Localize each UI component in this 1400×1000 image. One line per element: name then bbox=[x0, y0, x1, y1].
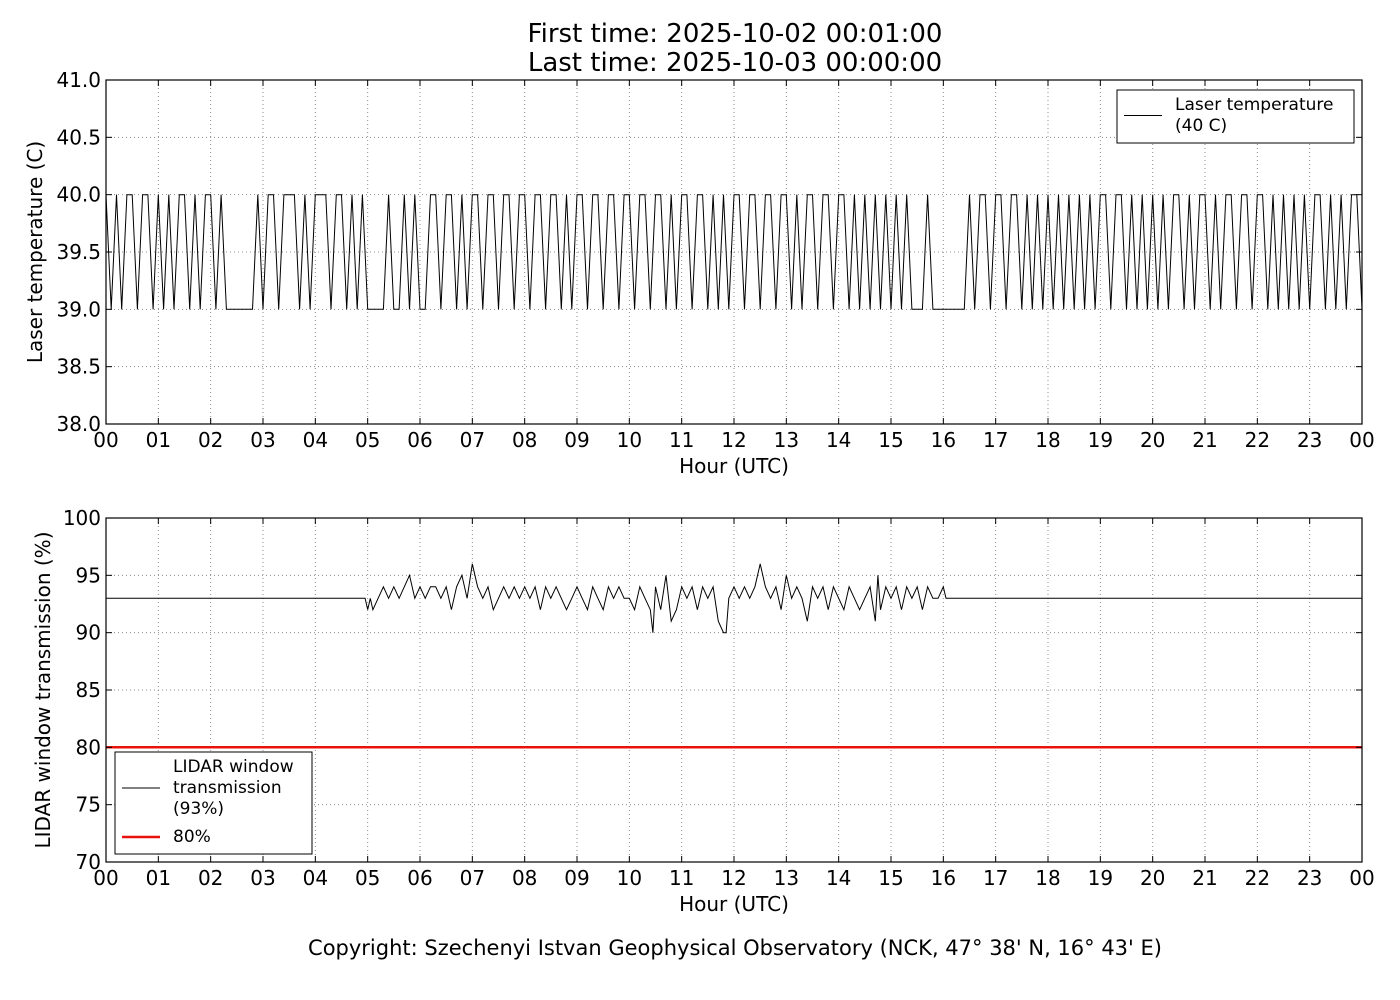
x-tick-label: 11 bbox=[669, 428, 694, 452]
y-tick-label: 80 bbox=[76, 735, 101, 759]
x-tick-label: 20 bbox=[1140, 428, 1165, 452]
y-tick-label: 38.0 bbox=[56, 412, 101, 436]
x-tick-label: 17 bbox=[983, 428, 1008, 452]
x-tick-label: 16 bbox=[931, 866, 956, 890]
x-tick-label: 00 bbox=[1349, 866, 1374, 890]
x-tick-label: 06 bbox=[407, 866, 432, 890]
chart-title-first-time: First time: 2025-10-02 00:01:00 bbox=[527, 19, 943, 49]
legend-entry-label: Laser temperature (40 C) bbox=[1175, 95, 1333, 136]
x-tick-label: 15 bbox=[878, 428, 903, 452]
x-tick-label: 04 bbox=[303, 428, 328, 452]
x-tick-label: 03 bbox=[250, 866, 275, 890]
x-axis-label: Hour (UTC) bbox=[679, 454, 789, 478]
y-tick-label: 40.5 bbox=[56, 125, 101, 149]
x-tick-label: 07 bbox=[460, 428, 485, 452]
y-tick-label: 95 bbox=[76, 563, 101, 587]
y-axis-label: Laser temperature (C) bbox=[23, 141, 47, 363]
x-tick-label: 12 bbox=[721, 428, 746, 452]
x-tick-label: 02 bbox=[198, 428, 223, 452]
x-tick-label: 05 bbox=[355, 428, 380, 452]
window-transmission-legend: LIDAR window transmission (93%) 80% bbox=[114, 751, 313, 855]
x-tick-label: 22 bbox=[1245, 866, 1270, 890]
x-tick-label: 13 bbox=[774, 866, 799, 890]
x-tick-label: 22 bbox=[1245, 428, 1270, 452]
x-axis-label: Hour (UTC) bbox=[679, 892, 789, 916]
x-tick-label: 10 bbox=[617, 428, 642, 452]
x-tick-label: 18 bbox=[1035, 428, 1060, 452]
x-tick-label: 21 bbox=[1192, 866, 1217, 890]
chart-title-last-time: Last time: 2025-10-03 00:00:00 bbox=[527, 48, 943, 78]
x-tick-label: 08 bbox=[512, 866, 537, 890]
x-tick-label: 16 bbox=[931, 428, 956, 452]
x-tick-label: 12 bbox=[721, 866, 746, 890]
x-tick-label: 05 bbox=[355, 866, 380, 890]
x-tick-label: 03 bbox=[250, 428, 275, 452]
x-tick-label: 06 bbox=[407, 428, 432, 452]
x-tick-label: 09 bbox=[564, 866, 589, 890]
x-tick-label: 01 bbox=[146, 866, 171, 890]
window-transmission-chart: 00 01 02 03 04 05 06 07 08 09 10 11 12 13 14 15 16 17 18 19… bbox=[31, 506, 1375, 916]
x-tick-label: 07 bbox=[460, 866, 485, 890]
x-tick-label: 14 bbox=[826, 866, 851, 890]
x-tick-label: 08 bbox=[512, 428, 537, 452]
x-tick-label: 18 bbox=[1035, 866, 1060, 890]
x-tick-label: 13 bbox=[774, 428, 799, 452]
y-tick-label: 100 bbox=[63, 506, 101, 530]
x-tick-label: 04 bbox=[303, 866, 328, 890]
y-tick-label: 39.0 bbox=[56, 297, 101, 321]
x-tick-label: 11 bbox=[669, 866, 694, 890]
x-tick-label: 15 bbox=[878, 866, 903, 890]
window-transmission-series-line bbox=[106, 563, 1362, 634]
laser-temperature-series-line bbox=[105, 194, 1363, 310]
x-tick-label: 20 bbox=[1140, 866, 1165, 890]
legend-entry-label: LIDAR window transmission (93%) bbox=[173, 757, 294, 819]
x-tick-label: 10 bbox=[617, 866, 642, 890]
x-tick-label: 02 bbox=[198, 866, 223, 890]
x-tick-label: 00 bbox=[93, 866, 118, 890]
x-tick-label: 21 bbox=[1192, 428, 1217, 452]
legend-entry-label: 80% bbox=[173, 827, 211, 847]
y-tick-label: 40.0 bbox=[56, 183, 101, 207]
x-tick-label: 00 bbox=[1349, 428, 1374, 452]
copyright-text: Copyright: Szechenyi Istvan Geophysical … bbox=[308, 936, 1162, 960]
x-tick-label: 17 bbox=[983, 866, 1008, 890]
x-tick-label: 19 bbox=[1088, 428, 1113, 452]
x-tick-label: 09 bbox=[564, 428, 589, 452]
x-tick-label: 19 bbox=[1088, 866, 1113, 890]
x-tick-label: 00 bbox=[93, 428, 118, 452]
y-tick-label: 39.5 bbox=[56, 240, 101, 264]
x-tick-label: 14 bbox=[826, 428, 851, 452]
legend-box bbox=[1116, 89, 1355, 144]
y-axis-label: LIDAR window transmission (%) bbox=[31, 532, 55, 849]
laser-temperature-legend: Laser temperature (40 C) bbox=[1116, 89, 1355, 144]
y-tick-label: 85 bbox=[76, 678, 101, 702]
y-tick-label: 90 bbox=[76, 621, 101, 645]
x-tick-label: 23 bbox=[1297, 428, 1322, 452]
y-tick-label: 75 bbox=[76, 793, 101, 817]
laser-temperature-chart: 00 01 02 03 04 05 06 07 08 09 10 11 12 13 14 15 16 17 18 19… bbox=[23, 68, 1375, 478]
y-tick-label: 38.5 bbox=[56, 355, 101, 379]
y-tick-label: 70 bbox=[76, 850, 101, 874]
x-tick-label: 23 bbox=[1297, 866, 1322, 890]
y-tick-label: 41.0 bbox=[56, 68, 101, 92]
x-tick-label: 01 bbox=[146, 428, 171, 452]
